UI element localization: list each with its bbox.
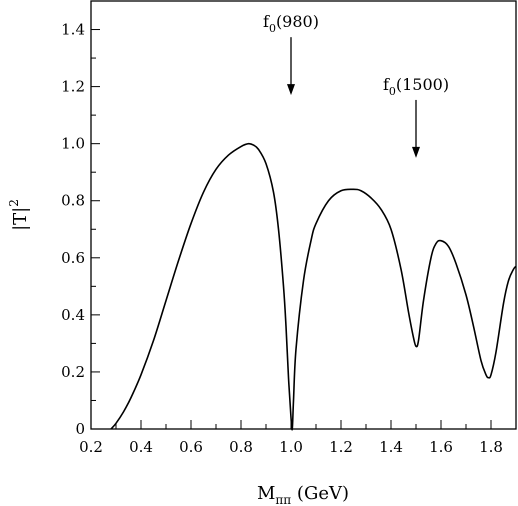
x-tick-label: 0.8 [229, 438, 253, 456]
y-tick-label: 0.8 [61, 192, 85, 210]
y-tick-label: 0.2 [61, 363, 85, 381]
series-line [110, 142, 517, 431]
annotation-label: f0(1500) [383, 75, 449, 98]
annotation-0: f0(980) [263, 12, 319, 96]
y-tick-label: 1.0 [61, 135, 85, 153]
x-tick-label: 1.4 [379, 438, 403, 456]
tick-labels: 0.2 0.4 0.6 0.8 1.0 1.2 1.4 1.6 1.800.20.40.60.8… [61, 21, 503, 456]
y-tick-label: 1.4 [61, 21, 85, 39]
y-tick-label: 1.2 [61, 78, 85, 96]
x-tick-label: 0.4 [129, 438, 153, 456]
annotation-1: f0(1500) [383, 75, 449, 158]
x-tick-label: 1.8 [479, 438, 503, 456]
y-tick-label: 0 [75, 420, 85, 438]
arrow-head [287, 84, 295, 96]
x-tick-label: 1.2 [329, 438, 353, 456]
y-tick-label: 0.6 [61, 249, 85, 267]
x-tick-label: 1.0 [279, 438, 303, 456]
x-tick-label: 0.6 [179, 438, 203, 456]
plot-frame [90, 0, 517, 430]
x-tick-label: 0.2 [79, 438, 103, 456]
annotation-label: f0(980) [263, 12, 319, 35]
x-axis-label: Mππ (GeV) [257, 483, 349, 506]
y-axis-label: |T|2 [7, 199, 31, 231]
arrow-head [412, 146, 420, 158]
annotations: f0(980) f0(1500) [263, 12, 449, 158]
y-tick-label: 0.4 [61, 306, 85, 324]
x-tick-label: 1.6 [429, 438, 453, 456]
